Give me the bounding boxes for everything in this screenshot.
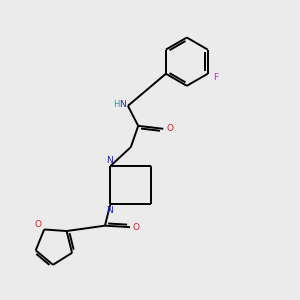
Text: H: H	[113, 100, 120, 109]
Text: O: O	[166, 124, 173, 133]
Text: O: O	[133, 223, 140, 232]
Text: O: O	[34, 220, 41, 229]
Text: N: N	[106, 206, 113, 215]
Text: N: N	[106, 156, 113, 165]
Text: N: N	[119, 100, 126, 109]
Text: F: F	[213, 73, 218, 82]
